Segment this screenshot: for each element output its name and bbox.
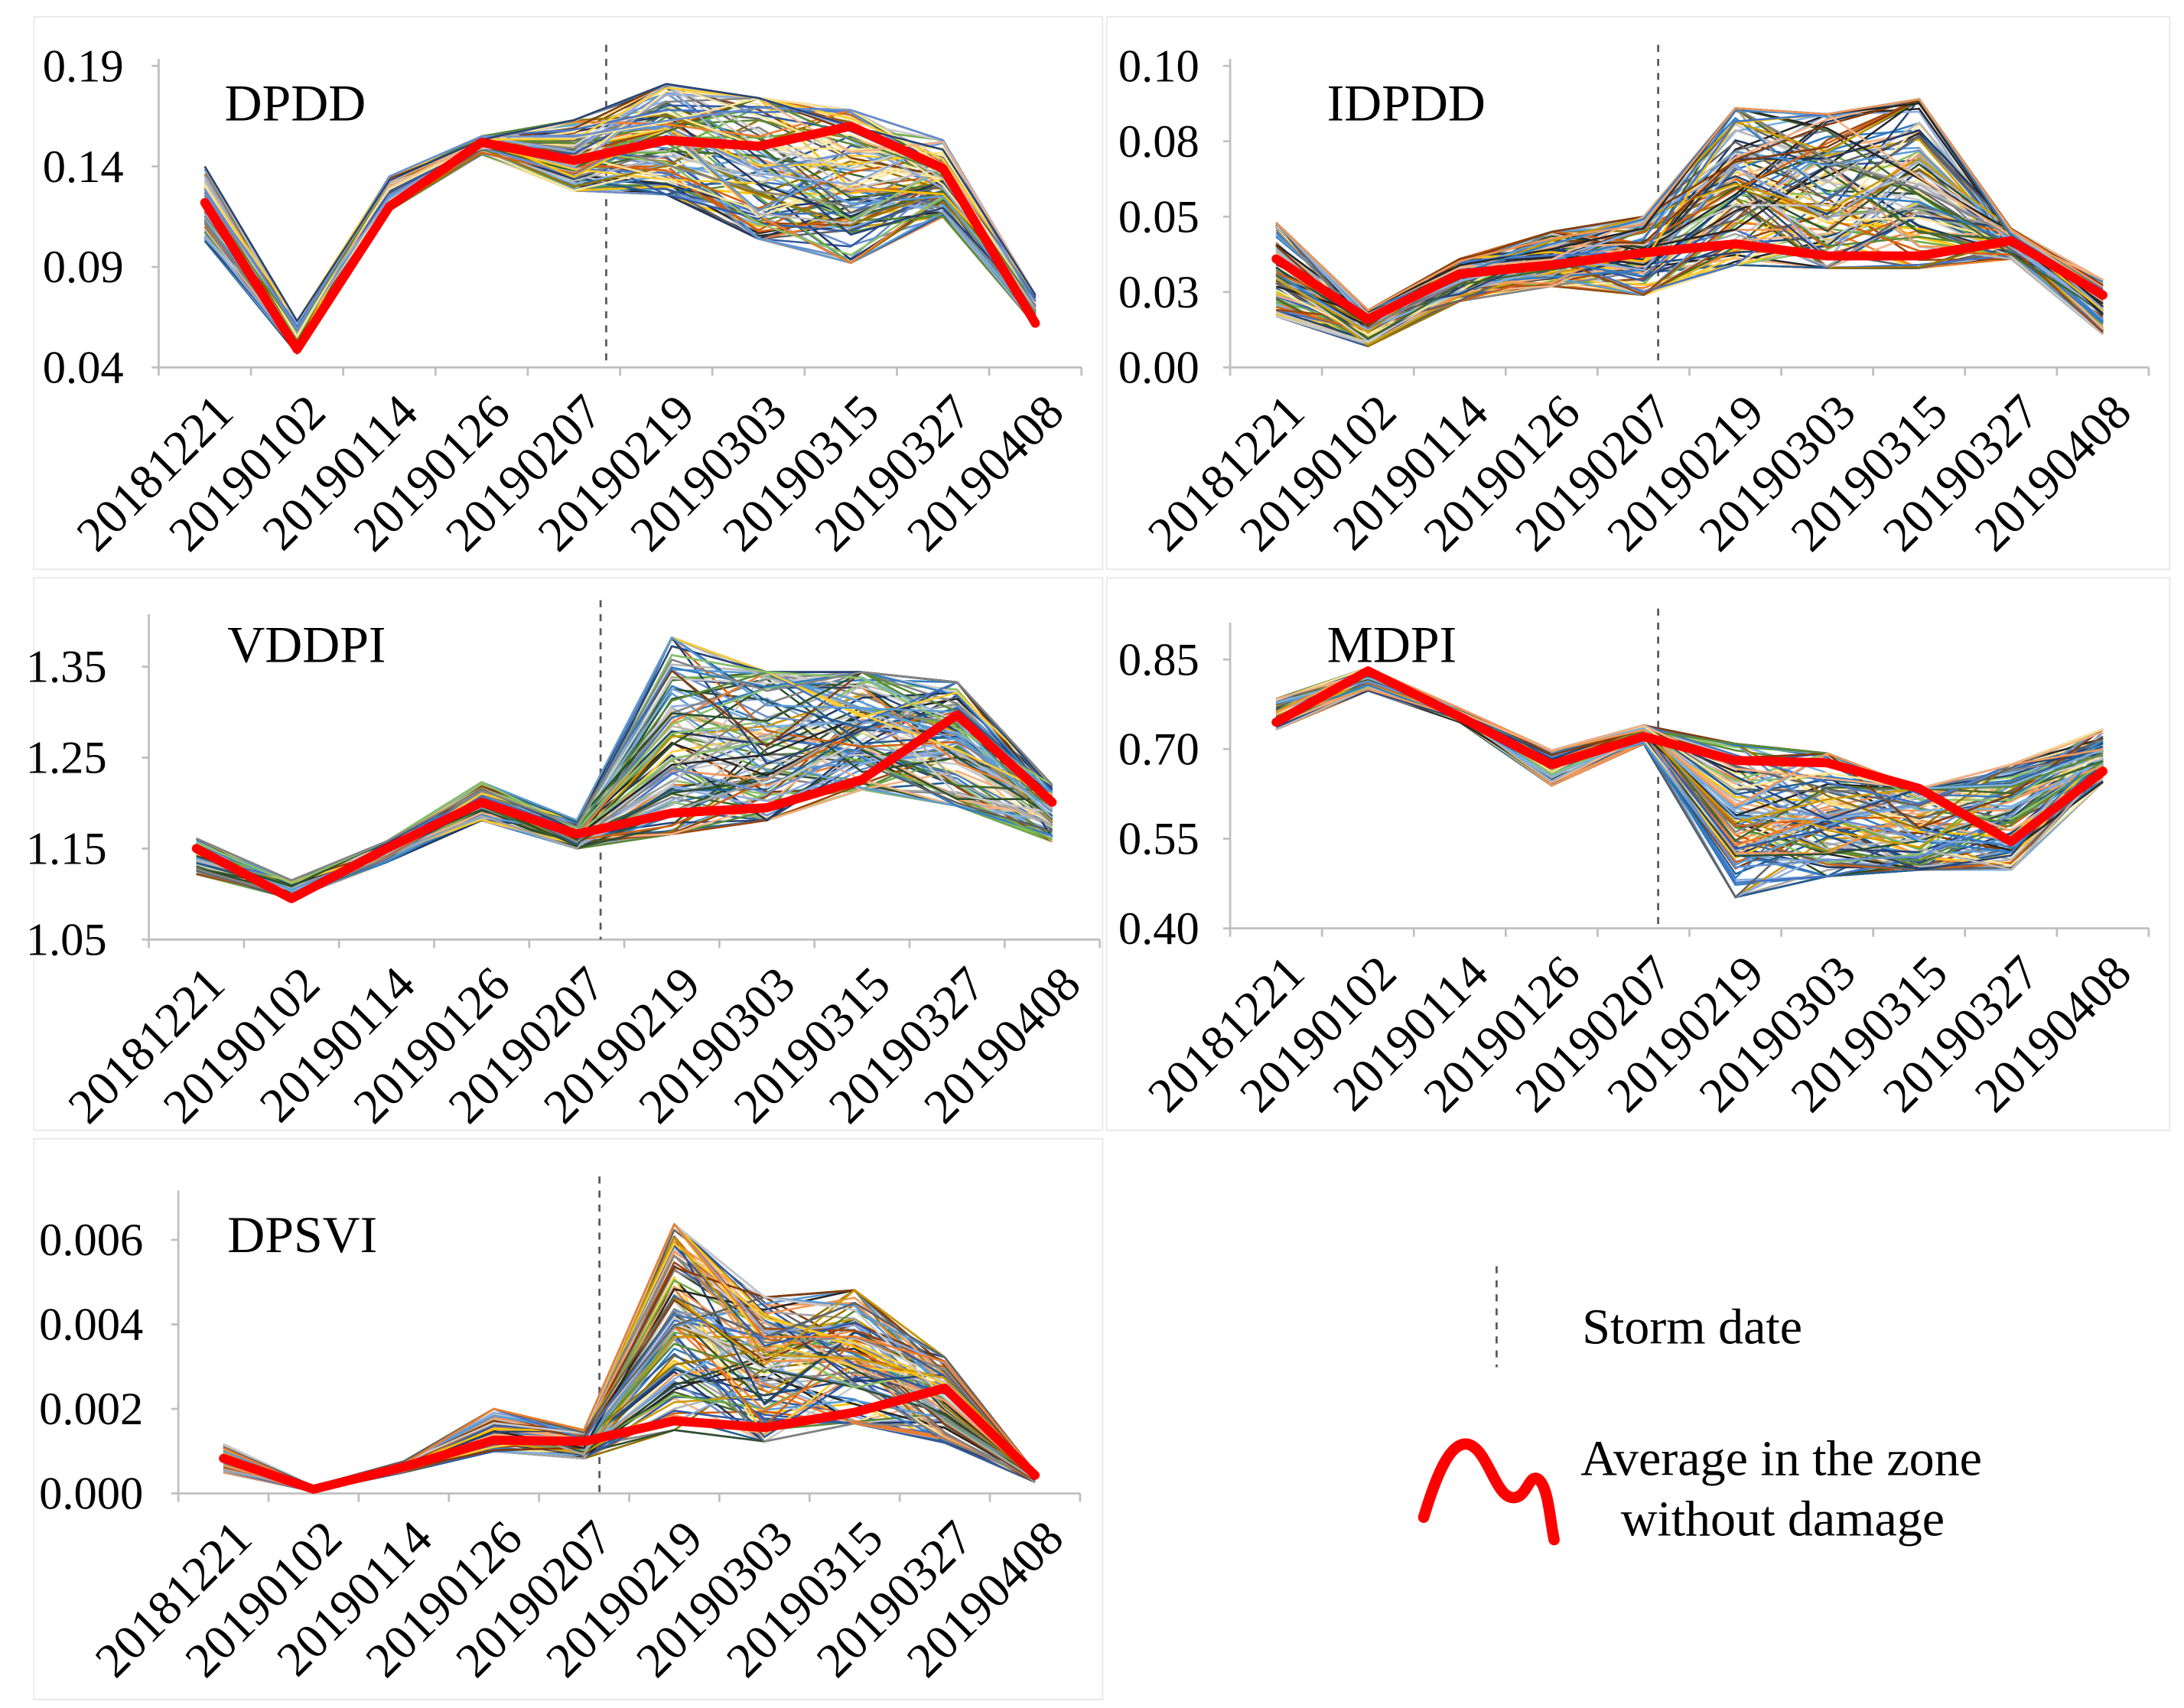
panel-frame [33,16,1104,571]
sample-line [1275,197,2104,347]
panel-vddpi: 1.051.151.251.35201812212019010220190114… [26,577,1104,1134]
y-tick-label: 0.00 [1118,343,1199,394]
y-tick-label: 0.70 [1118,724,1199,776]
sample-lines [203,83,1037,355]
y-tick-label: 0.002 [39,1384,143,1435]
y-tick-label: 1.15 [26,824,107,875]
chart-title: IDPDD [1327,75,1486,132]
y-tick-label: 0.08 [1118,116,1199,168]
y-tick-label: 0.004 [39,1300,143,1351]
average-line [191,710,1057,903]
y-tick-label: 0.40 [1118,903,1199,955]
sample-line [1275,102,2104,311]
average-label-line2: without damage [1621,1492,1945,1547]
chart-title: DPDD [225,75,366,132]
y-tick-label: 0.04 [43,343,124,394]
storm-date-label: Storm date [1582,1299,1802,1355]
y-tick-label: 1.25 [26,733,107,784]
average-label-line1: Average in the zone [1580,1431,1982,1487]
average-line [219,1383,1040,1494]
y-tick-label: 0.03 [1118,267,1199,318]
y-tick-label: 0.14 [43,142,124,193]
chart-title: VDDPI [227,616,386,673]
sample-line [1275,98,2104,311]
y-tick-label: 0.05 [1118,191,1199,242]
y-tick-label: 0.10 [1118,41,1199,92]
panel-frame [1105,16,2171,571]
chart-title: MDPI [1327,616,1457,673]
sample-line [196,659,1053,882]
y-tick-label: 1.35 [26,642,107,693]
panel-frame [33,577,1104,1131]
legend: Storm date Average in the zone without d… [1417,1266,1982,1547]
y-tick-label: 0.55 [1118,814,1199,865]
average-legend-swatch [1417,1438,1560,1546]
sample-line [1275,134,2104,329]
chart-title: DPSVI [227,1206,377,1264]
y-tick-label: 0.006 [39,1215,143,1266]
average-line [1271,236,2108,324]
y-tick-label: 1.05 [26,915,107,966]
sample-line [203,83,1037,334]
y-tick-label: 0.09 [43,242,124,293]
sample-line [203,83,1037,323]
panel-frame [33,1137,1104,1700]
average-line [1271,666,2108,847]
y-tick-label: 0.19 [43,41,124,92]
average-line [200,122,1040,354]
panel-frame [1105,577,2171,1131]
y-tick-label: 0.000 [39,1469,143,1520]
y-tick-label: 0.85 [1118,634,1199,685]
